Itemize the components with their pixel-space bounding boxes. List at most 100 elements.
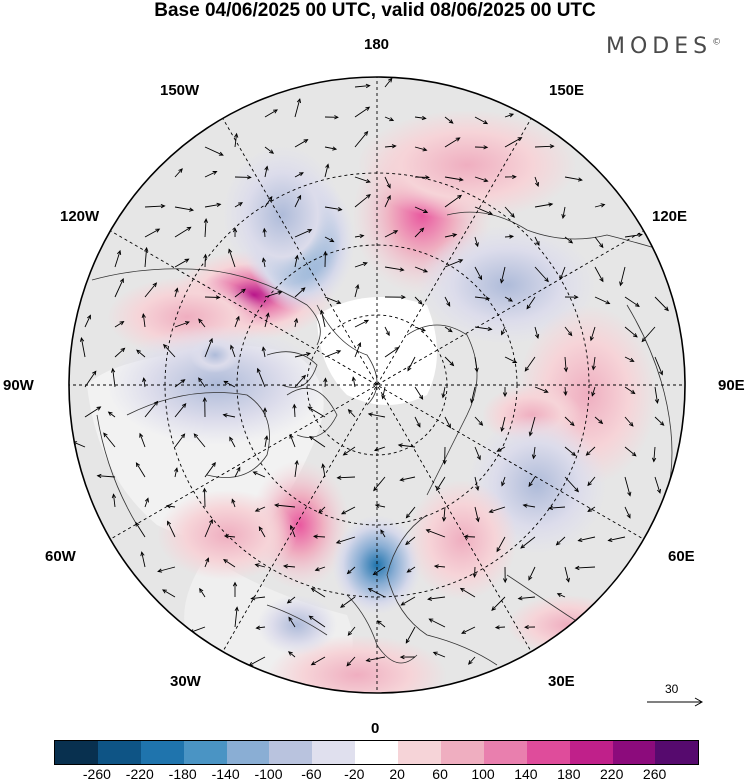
wind-arrow <box>384 195 391 208</box>
wind-arrow <box>444 416 451 428</box>
wind-arrow-head <box>605 300 611 305</box>
wind-arrow-head <box>140 551 145 557</box>
wind-arrow <box>384 145 396 148</box>
wind-arrow-head <box>110 367 116 373</box>
wind-arrow <box>223 414 236 418</box>
colorbar-swatch <box>398 741 442 764</box>
wind-arrow <box>347 566 356 574</box>
wind-arrow-head <box>446 301 451 307</box>
wind-arrow-head <box>264 435 269 441</box>
wind-vectors <box>72 77 669 667</box>
wind-arrow-head <box>119 277 124 283</box>
wind-arrow <box>224 535 236 538</box>
wind-arrow-head <box>629 421 634 427</box>
wind-arrow <box>368 413 386 418</box>
wind-arrow-head <box>561 213 566 219</box>
wind-arrow <box>198 318 206 328</box>
wind-arrow-head <box>487 210 493 215</box>
wind-arrow-head <box>119 321 125 326</box>
wind-arrow-head <box>635 302 640 307</box>
wind-arrow <box>264 146 274 154</box>
wind-arrow <box>136 349 146 358</box>
wind-arrow <box>406 506 416 518</box>
wind-arrow-head <box>421 115 427 121</box>
wind-arrow <box>174 379 185 388</box>
wind-arrow <box>228 249 236 268</box>
wind-arrow <box>594 266 604 282</box>
wind-arrow <box>313 535 326 538</box>
wind-arrow <box>444 234 457 238</box>
modes-logo: MODES© <box>606 34 721 59</box>
wind-arrow <box>229 437 236 448</box>
colorbar-swatch <box>569 741 613 764</box>
lon-label-120e: 120E <box>652 208 688 225</box>
wind-arrow-head <box>528 482 533 487</box>
wind-arrow <box>294 460 298 478</box>
colorbar-tick-label: -20 <box>344 766 365 782</box>
wind-arrow <box>529 416 536 436</box>
wind-arrow <box>354 106 370 118</box>
wind-arrow <box>157 566 176 572</box>
wind-arrow <box>234 316 240 328</box>
wind-arrow-head <box>342 451 348 456</box>
wind-arrow <box>318 506 326 514</box>
wind-arrow-head <box>510 213 515 218</box>
wind-arrow-head <box>269 149 275 154</box>
wind-arrow-head <box>222 413 228 418</box>
wind-arrow <box>84 406 101 418</box>
wind-arrow <box>347 626 356 636</box>
wind-arrow <box>374 446 386 451</box>
wind-arrow-head <box>162 589 167 594</box>
wind-arrow <box>534 176 539 187</box>
wind-arrow <box>534 326 539 339</box>
wind-arrow <box>444 326 453 333</box>
wind-arrow-head <box>247 175 252 180</box>
wind-arrow-head <box>380 529 385 535</box>
wind-arrow-head <box>599 277 604 283</box>
wind-arrow <box>204 558 209 568</box>
wind-arrow <box>234 467 241 478</box>
wind-arrow <box>436 476 446 491</box>
wind-arrow-head <box>136 349 141 355</box>
lon-label-0: 0 <box>371 720 380 737</box>
wind-arrow <box>251 596 266 600</box>
colorbar-tick-label: 220 <box>600 766 624 782</box>
wind-arrow-head <box>234 132 239 138</box>
wind-arrow <box>368 588 386 598</box>
wind-arrow <box>264 196 273 208</box>
wind-arrow-head <box>288 616 293 622</box>
wind-arrow <box>258 526 266 538</box>
wind-arrow-head <box>120 347 126 353</box>
colorbar-tick-label: 260 <box>642 766 667 782</box>
wind-arrow <box>136 462 146 478</box>
wind-arrow <box>141 552 146 568</box>
wind-arrow-head <box>457 194 463 200</box>
wind-arrow <box>384 176 391 188</box>
wind-arrow <box>474 506 479 522</box>
wind-arrow <box>474 296 490 300</box>
wind-arrow-head <box>589 336 594 342</box>
wind-arrow-head <box>528 431 533 437</box>
wind-arrow <box>470 386 476 403</box>
wind-arrow <box>474 566 476 577</box>
wind-arrow <box>114 321 124 328</box>
wind-arrow-head <box>309 436 314 441</box>
wind-arrow-head <box>297 194 302 200</box>
wind-arrow-head <box>441 517 447 522</box>
wind-arrow-head <box>199 587 204 593</box>
wind-arrow <box>534 203 553 208</box>
wind-arrow-head <box>346 569 352 575</box>
wind-arrow <box>524 356 536 372</box>
wind-arrow <box>324 296 341 304</box>
wind-arrow-head <box>336 299 342 304</box>
wind-arrow-head <box>373 447 379 452</box>
wind-arrow-head <box>277 290 283 295</box>
wind-arrow <box>587 476 596 486</box>
wind-arrow <box>564 446 576 456</box>
reference-vector: 30 <box>645 682 705 718</box>
wind-arrow <box>401 596 416 606</box>
wind-arrow-head <box>296 98 302 104</box>
wind-arrow-head <box>289 524 294 530</box>
wind-arrow-head <box>167 520 171 526</box>
wind-arrow-head <box>478 421 484 426</box>
